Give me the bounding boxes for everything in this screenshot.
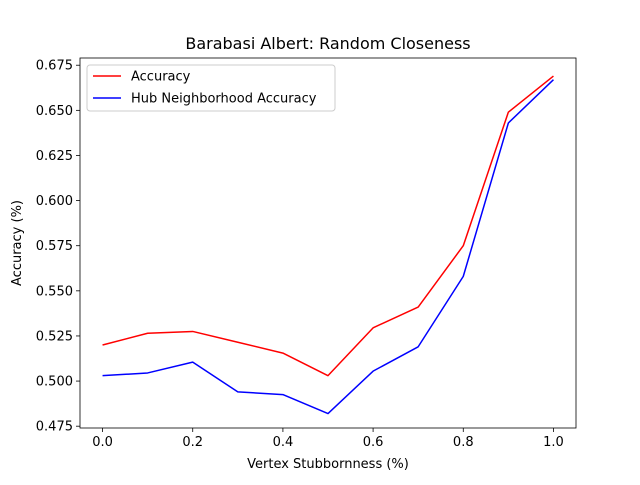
y-tick-label: 0.525: [36, 329, 73, 344]
series-line-2: [102, 79, 554, 415]
series-line-1: [102, 75, 554, 377]
y-tick-label: 0.475: [36, 420, 73, 435]
y-tick-label: 0.625: [36, 149, 73, 164]
x-tick-label: 0.6: [363, 435, 384, 450]
legend: Accuracy Hub Neighborhood Accuracy: [86, 64, 336, 112]
plot-frame: [79, 57, 577, 429]
x-tick-label: 1.0: [543, 435, 564, 450]
x-axis-title: Vertex Stubbornness (%): [247, 457, 409, 472]
legend-label-1: Accuracy: [131, 70, 191, 85]
chart-title: Barabasi Albert: Random Closeness: [185, 34, 470, 53]
legend-label-2: Hub Neighborhood Accuracy: [131, 92, 317, 107]
x-tick-label: 0.2: [182, 435, 203, 450]
y-tick-label: 0.550: [36, 284, 73, 299]
y-tick-label: 0.650: [36, 104, 73, 119]
x-tick-label: 0.0: [92, 435, 113, 450]
axes: 0.0 0.2 0.4 0.6 0.8 1.0 0.475 0.500 0.525 0.550 0.…: [36, 57, 577, 450]
y-axis-title: Accuracy (%): [10, 200, 25, 286]
x-tick-label: 0.4: [273, 435, 294, 450]
y-tick-label: 0.600: [36, 194, 73, 209]
y-tick-label: 0.675: [36, 59, 73, 74]
y-tick-label: 0.575: [36, 239, 73, 254]
plot-area: [102, 75, 554, 415]
x-tick-label: 0.8: [453, 435, 474, 450]
y-tick-label: 0.500: [36, 375, 73, 390]
legend-box: [86, 64, 336, 112]
